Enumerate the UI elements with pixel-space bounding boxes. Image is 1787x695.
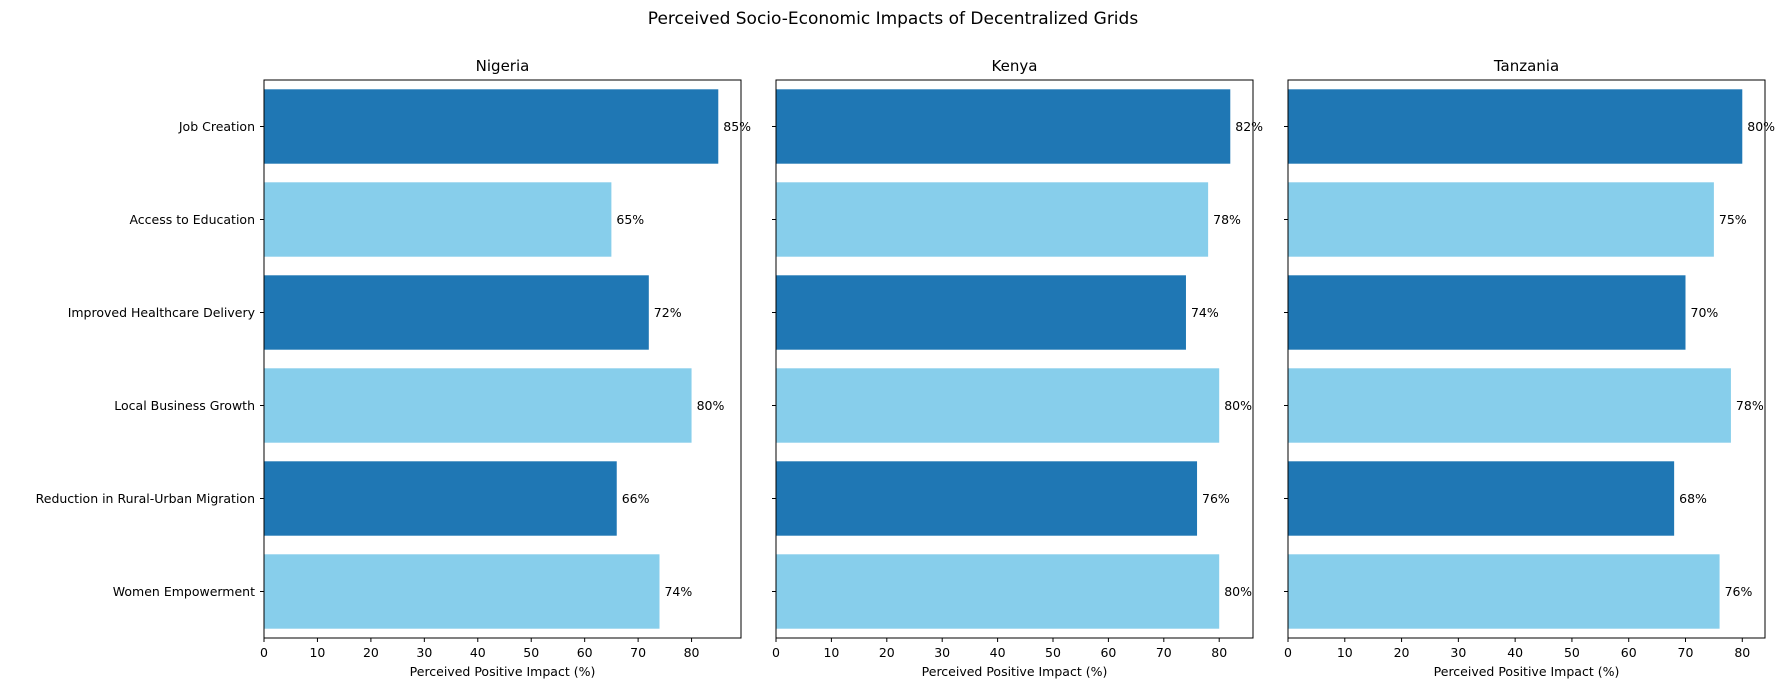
x-tick-label: 50: [1564, 645, 1580, 660]
data-label: 74%: [664, 584, 692, 599]
data-label: 78%: [1213, 212, 1241, 227]
bar: [264, 461, 617, 536]
data-label: 78%: [1736, 398, 1764, 413]
x-tick-label: 10: [309, 645, 325, 660]
data-label: 76%: [1725, 584, 1753, 599]
x-tick-label: 30: [1450, 645, 1466, 660]
plot-frame: [775, 79, 1254, 639]
chart-panel-tanzania: Tanzania 80% 75% 70% 78% 68% 76% 0 10 20 30 40 50 60 7…: [1284, 57, 1775, 679]
category-label: Local Business Growth: [114, 398, 255, 413]
bar: [776, 461, 1198, 536]
x-tick-label: 40: [470, 645, 486, 660]
bar: [1288, 554, 1720, 629]
x-tick-label: 10: [1337, 645, 1353, 660]
bar: [1288, 275, 1686, 350]
bar: [264, 368, 692, 443]
bar: [1288, 461, 1675, 536]
bar: [776, 554, 1220, 629]
data-label: 75%: [1719, 212, 1747, 227]
plot-frame: [263, 79, 742, 639]
data-label: 85%: [723, 119, 751, 134]
x-tick-label: 50: [523, 645, 539, 660]
category-label: Improved Healthcare Delivery: [68, 305, 256, 320]
bar: [264, 554, 660, 629]
bar: [1288, 89, 1743, 164]
category-label: Job Creation: [178, 119, 255, 134]
x-tick-label: 60: [1100, 645, 1116, 660]
panel-title: Kenya: [992, 57, 1038, 75]
x-tick-label: 80: [1211, 645, 1227, 660]
panel-title: Nigeria: [476, 57, 530, 75]
data-label: 74%: [1191, 305, 1219, 320]
x-tick-label: 40: [990, 645, 1006, 660]
x-tick-label: 20: [879, 645, 895, 660]
category-label: Access to Education: [129, 212, 255, 227]
chart-panel-nigeria: Nigeria 85% Job Creation 65% Access to Educa…: [36, 57, 752, 679]
x-tick-label: 30: [934, 645, 950, 660]
bar: [1288, 368, 1731, 443]
x-tick-label: 0: [1284, 645, 1292, 660]
x-tick-label: 10: [823, 645, 839, 660]
x-tick-label: 20: [1394, 645, 1410, 660]
data-label: 66%: [622, 491, 650, 506]
data-label: 68%: [1679, 491, 1707, 506]
data-label: 80%: [1224, 398, 1252, 413]
x-axis-label: Perceived Positive Impact (%): [922, 664, 1108, 679]
bar: [776, 368, 1220, 443]
x-tick-label: 20: [363, 645, 379, 660]
data-label: 65%: [616, 212, 644, 227]
bar: [1288, 182, 1714, 257]
chart-suptitle: Perceived Socio-Economic Impacts of Dece…: [648, 9, 1139, 29]
x-tick-label: 80: [1734, 645, 1750, 660]
data-label: 82%: [1235, 119, 1263, 134]
plot-frame: [1287, 79, 1766, 639]
x-tick-label: 60: [577, 645, 593, 660]
panel-title: Tanzania: [1493, 57, 1559, 75]
x-tick-label: 50: [1045, 645, 1061, 660]
x-tick-label: 80: [684, 645, 700, 660]
data-label: 80%: [1747, 119, 1775, 134]
category-label: Reduction in Rural-Urban Migration: [36, 491, 255, 506]
x-tick-label: 30: [416, 645, 432, 660]
x-tick-label: 70: [1156, 645, 1172, 660]
bar: [264, 275, 649, 350]
bar: [264, 89, 719, 164]
bar: [264, 182, 612, 257]
x-tick-label: 0: [260, 645, 268, 660]
x-tick-label: 60: [1621, 645, 1637, 660]
x-axis-label: Perceived Positive Impact (%): [1434, 664, 1620, 679]
chart-panels: Nigeria 85% Job Creation 65% Access to Educa…: [36, 57, 1776, 679]
data-label: 80%: [1224, 584, 1252, 599]
x-tick-label: 0: [772, 645, 780, 660]
data-label: 76%: [1202, 491, 1230, 506]
x-axis-label: Perceived Positive Impact (%): [410, 664, 596, 679]
x-tick-label: 70: [630, 645, 646, 660]
x-tick-label: 40: [1507, 645, 1523, 660]
x-tick-label: 70: [1678, 645, 1694, 660]
category-label: Women Empowerment: [113, 584, 255, 599]
data-label: 72%: [654, 305, 682, 320]
bar: [776, 89, 1231, 164]
bar: [776, 275, 1186, 350]
data-label: 80%: [697, 398, 725, 413]
chart-panel-kenya: Kenya 82% 78% 74% 80% 76% 80% 0 10 20 30 40 50 60 70 80…: [772, 57, 1263, 679]
data-label: 70%: [1691, 305, 1719, 320]
bar: [776, 182, 1209, 257]
